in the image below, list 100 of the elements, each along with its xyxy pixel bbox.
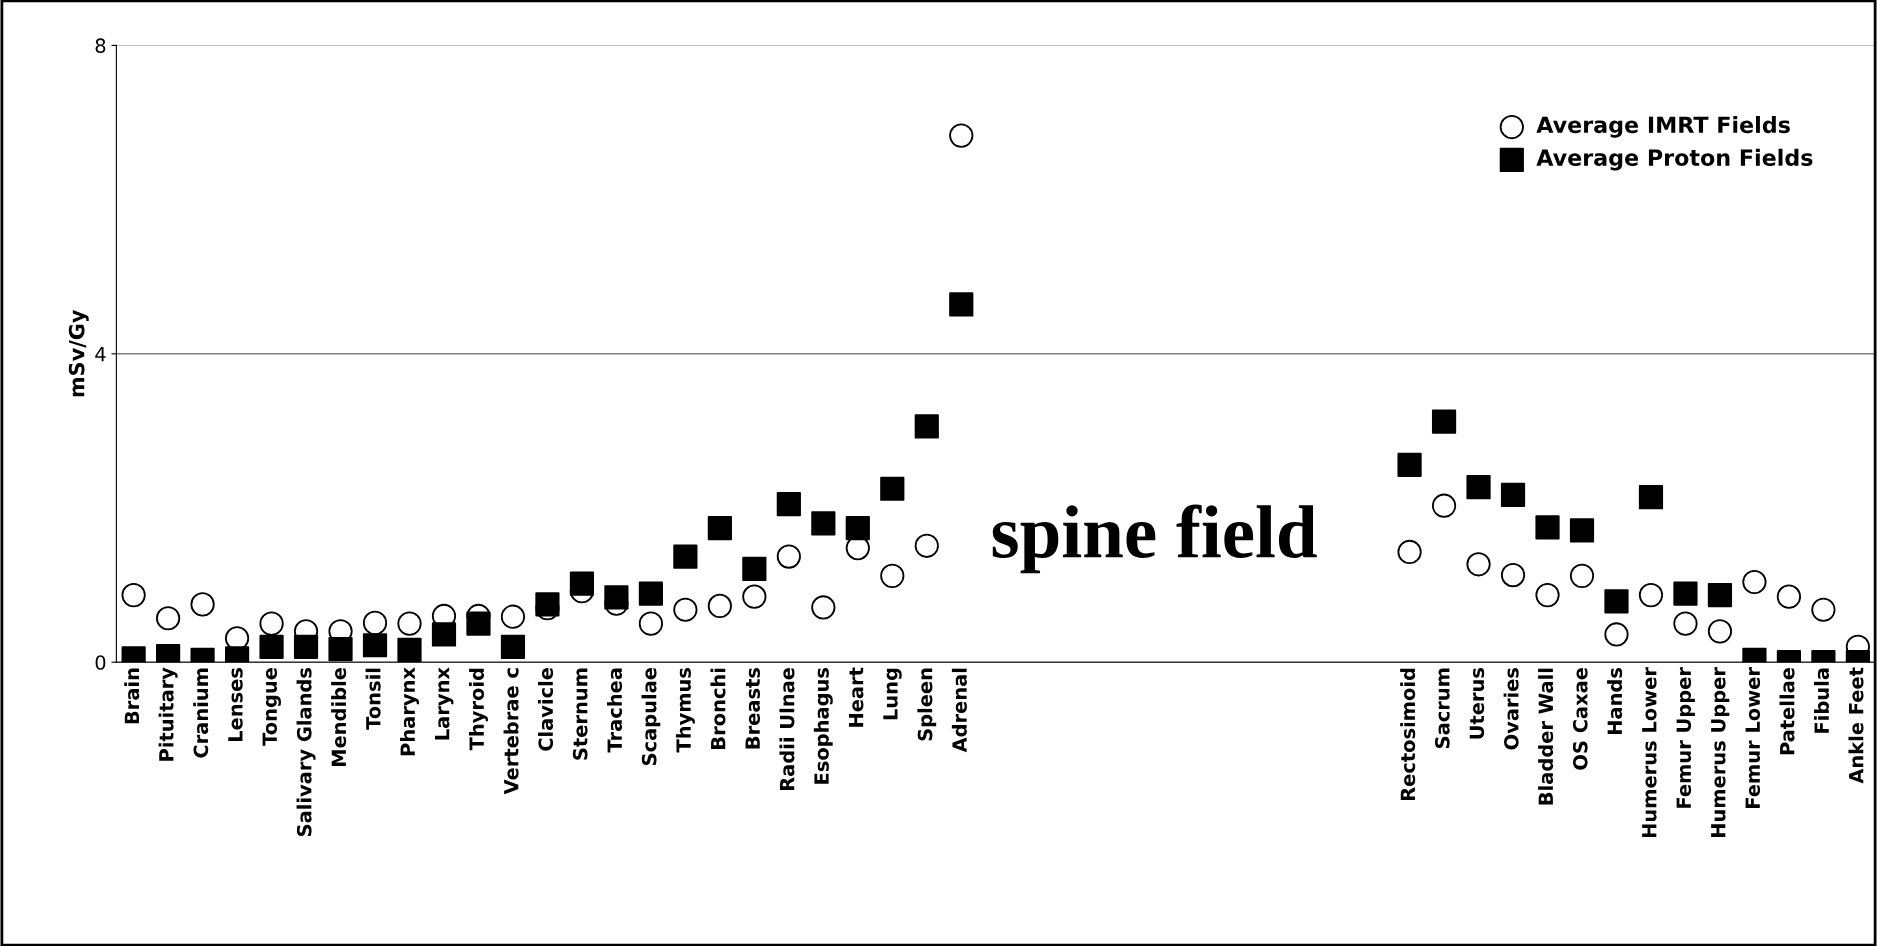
point <box>1638 485 1664 510</box>
x-tick-label: Fibula <box>1813 668 1830 733</box>
y-tick-label: 4 <box>95 347 106 362</box>
point <box>1431 409 1457 434</box>
x-tick-label: Pharynx <box>400 667 419 756</box>
point <box>259 611 284 636</box>
point <box>466 611 491 636</box>
point <box>1535 583 1560 608</box>
legend-label: Average IMRT Fields <box>1536 115 1790 138</box>
point <box>776 544 801 569</box>
x-tick-label: Bronchi <box>710 668 726 749</box>
x-tick-label: OS Caxae <box>1572 668 1588 770</box>
x-tick-label: Scapulae <box>641 668 661 766</box>
x-tick-label: Larynx <box>435 667 454 740</box>
point <box>1673 611 1698 636</box>
point <box>121 583 146 608</box>
point <box>259 634 284 659</box>
point <box>811 511 836 536</box>
point <box>742 556 767 582</box>
point <box>1466 475 1491 500</box>
x-tick-label: Trachea <box>607 668 623 753</box>
point <box>1707 583 1733 608</box>
legend-label: Average Proton Fields <box>1536 148 1813 171</box>
point <box>362 610 388 635</box>
x-tick-label: Bladder Wall <box>1538 668 1554 805</box>
point <box>1604 589 1629 614</box>
x-tick-label: Mendible <box>331 668 347 767</box>
point <box>1742 569 1767 595</box>
point <box>845 515 870 541</box>
point <box>1811 597 1836 622</box>
x-tick-label: Patellae <box>1779 668 1795 755</box>
x-tick-label: Femur Lower <box>1745 667 1761 808</box>
point <box>397 637 422 662</box>
point <box>776 492 801 517</box>
point <box>1466 552 1491 577</box>
x-tick-label: Breasts <box>745 667 760 749</box>
point <box>190 592 215 617</box>
x-tick-label: Lung <box>883 668 902 720</box>
point <box>914 533 939 558</box>
point <box>604 585 629 610</box>
x-tick-label: Humerus Lower <box>1642 667 1657 838</box>
x-tick-label: Thymus <box>675 667 695 753</box>
x-tick-label: Clavicle <box>538 668 554 751</box>
x-tick-label: Sacrum <box>1434 668 1450 749</box>
point <box>1569 518 1595 543</box>
point <box>1500 562 1526 588</box>
x-tick-label: Vertebrae c <box>503 668 519 795</box>
x-tick-label: Femur Upper <box>1676 667 1695 808</box>
point <box>880 476 905 501</box>
x-tick-label: Radii Ulnae <box>779 668 795 790</box>
point <box>673 544 698 569</box>
point <box>1638 583 1664 608</box>
point <box>1431 493 1457 518</box>
point <box>914 414 939 439</box>
y-tick-label: 0 <box>95 655 106 670</box>
point <box>155 606 181 631</box>
x-tick-label: Tongue <box>262 668 281 746</box>
x-tick-label: Hands <box>1607 667 1623 734</box>
x-tick-label: Adrenal <box>951 668 967 753</box>
x-tick-label: Tonsil <box>365 668 381 730</box>
point <box>673 597 698 622</box>
x-tick-label: Thyroid <box>468 668 488 751</box>
point <box>1673 581 1698 606</box>
point <box>1397 452 1422 477</box>
point <box>638 611 663 636</box>
point <box>707 515 732 541</box>
x-tick-label: Esophagus <box>813 667 833 784</box>
x-tick-label: Pituitary <box>158 667 178 761</box>
x-tick-label: Salivary Glands <box>296 667 316 837</box>
point <box>569 571 595 596</box>
x-tick-label: Ovaries <box>1503 667 1519 750</box>
point <box>811 595 836 620</box>
x-tick-label: Rectosimoid <box>1400 668 1416 801</box>
x-tick-label: Brain <box>124 668 140 724</box>
point <box>1397 539 1422 565</box>
point <box>949 123 974 148</box>
point <box>500 604 526 629</box>
x-tick-label: Uterus <box>1469 667 1485 739</box>
y-tick-label: 8 <box>95 38 106 54</box>
point <box>1604 622 1629 647</box>
point <box>1707 619 1733 644</box>
x-tick-label: Cranium <box>193 668 209 758</box>
point <box>328 636 353 662</box>
point <box>949 292 974 317</box>
point <box>1500 482 1526 507</box>
point <box>638 581 663 606</box>
point <box>293 634 319 659</box>
x-tick-label: Spleen <box>917 668 937 741</box>
x-tick-label: Lenses <box>228 667 243 742</box>
point <box>500 634 526 659</box>
point <box>707 593 732 619</box>
point <box>1535 515 1560 540</box>
x-tick-label: Sternum <box>572 668 588 760</box>
x-tick-label: Heart <box>849 667 864 727</box>
point <box>397 611 422 636</box>
point <box>1776 584 1802 609</box>
annotation: spine field <box>992 504 1317 574</box>
point <box>742 584 767 609</box>
x-tick-label: Humerus Upper <box>1711 667 1730 838</box>
point <box>880 563 905 588</box>
